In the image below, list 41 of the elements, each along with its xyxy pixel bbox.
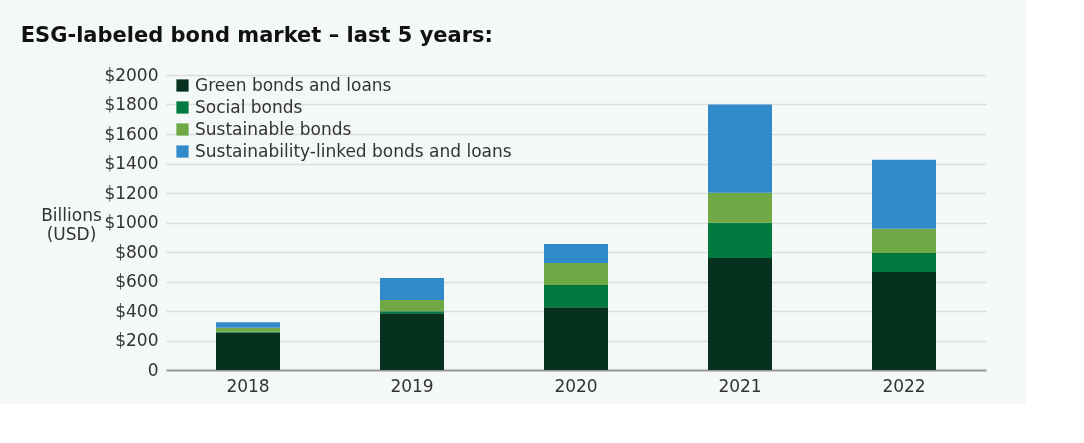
y-tick-label: $1400 <box>104 153 159 173</box>
legend-label: Social bonds <box>195 96 303 117</box>
y-tick-label: $1200 <box>104 182 159 203</box>
y-tick-label: $2000 <box>104 64 159 85</box>
bar <box>872 159 936 229</box>
legend-label: Sustainability-linked bonds and loans <box>195 140 512 161</box>
bar <box>544 262 608 286</box>
bar <box>544 307 608 370</box>
x-tick-label: 2021 <box>718 375 762 396</box>
x-tick-label: 2018 <box>226 375 270 396</box>
bar <box>216 332 280 370</box>
bar <box>708 104 772 193</box>
y-tick-label: $1600 <box>104 123 159 144</box>
bar <box>872 228 936 253</box>
y-axis-title: Billions (USD) <box>41 204 102 244</box>
x-tick-label: 2022 <box>882 375 926 396</box>
bar <box>872 272 936 370</box>
y-tick-label: $200 <box>115 330 159 350</box>
y-tick-label: 0 <box>147 359 159 380</box>
bar <box>216 322 280 328</box>
y-tick-label: $800 <box>115 241 159 262</box>
y-tick-label: $1800 <box>104 94 159 114</box>
bar <box>380 300 444 312</box>
bar <box>216 327 280 332</box>
bar <box>380 313 444 370</box>
legend-label: Sustainable bonds <box>195 118 352 139</box>
chart-title: ESG-labeled bond market – last 5 years: <box>20 23 494 47</box>
y-tick-label: $1000 <box>104 212 159 232</box>
y-tick-label: $400 <box>115 300 159 321</box>
bar <box>872 252 936 273</box>
x-tick-label: 2019 <box>390 375 434 396</box>
legend-label: Green bonds and loans <box>195 74 392 95</box>
bar <box>708 192 772 223</box>
x-tick-label: 2020 <box>554 375 598 396</box>
bar <box>708 222 772 258</box>
bar <box>380 311 444 314</box>
bar <box>544 243 608 263</box>
bar <box>708 257 772 370</box>
bar <box>380 277 444 301</box>
y-tick-label: $600 <box>115 271 159 291</box>
bar <box>544 285 608 308</box>
